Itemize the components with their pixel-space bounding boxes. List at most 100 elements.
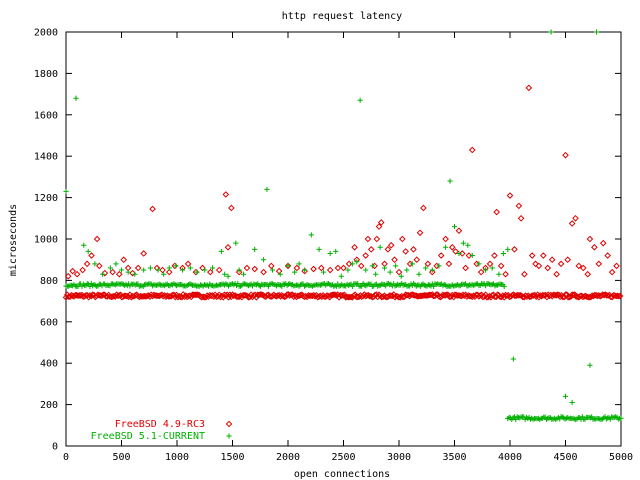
data-point xyxy=(442,235,449,243)
data-point xyxy=(496,293,504,301)
data-point xyxy=(491,252,498,259)
data-point xyxy=(535,293,543,301)
data-point xyxy=(544,264,552,272)
data-point xyxy=(275,267,283,275)
data-point xyxy=(467,292,475,300)
data-point xyxy=(515,202,523,210)
data-point xyxy=(501,283,507,289)
data-point xyxy=(399,235,406,243)
data-point xyxy=(100,271,106,277)
data-point xyxy=(603,292,611,299)
data-point xyxy=(517,214,525,222)
data-point xyxy=(357,97,363,103)
data-point xyxy=(115,291,123,299)
data-point xyxy=(424,260,432,268)
data-point xyxy=(215,266,223,274)
data-point xyxy=(451,223,458,230)
data-point xyxy=(599,239,607,247)
data-point xyxy=(562,393,569,399)
data-point xyxy=(513,416,519,423)
data-point xyxy=(251,265,259,273)
series-freebsd-5-1-current xyxy=(63,29,624,423)
data-point xyxy=(63,188,69,194)
data-point xyxy=(345,293,352,301)
data-point xyxy=(191,291,199,299)
data-point xyxy=(525,84,533,92)
x-tick-label: 1000 xyxy=(165,452,189,463)
data-point xyxy=(465,242,471,248)
data-point xyxy=(381,265,388,271)
data-point xyxy=(373,235,381,243)
data-point xyxy=(429,267,435,273)
data-point xyxy=(225,420,233,428)
data-point xyxy=(364,235,372,243)
data-point xyxy=(277,293,284,300)
data-point xyxy=(532,260,539,268)
data-point xyxy=(264,186,270,192)
data-point xyxy=(500,294,508,301)
data-point xyxy=(149,205,156,213)
data-point xyxy=(448,243,456,251)
data-point xyxy=(553,270,560,278)
data-point xyxy=(455,227,463,235)
data-point xyxy=(107,265,113,271)
data-point xyxy=(398,273,404,279)
data-point xyxy=(268,262,275,270)
data-point xyxy=(114,292,122,300)
data-point xyxy=(377,219,385,226)
data-point xyxy=(109,268,116,276)
data-point xyxy=(436,263,442,269)
data-point xyxy=(575,262,583,270)
data-point xyxy=(113,261,119,267)
data-point xyxy=(539,252,547,259)
data-point xyxy=(354,259,360,265)
plot-frame xyxy=(65,31,622,447)
data-point xyxy=(260,257,267,263)
data-point xyxy=(416,229,424,237)
data-point xyxy=(260,268,267,276)
y-tick-label: 800 xyxy=(40,276,58,287)
data-point xyxy=(117,291,124,299)
data-point xyxy=(76,292,83,299)
data-point xyxy=(287,291,295,299)
data-point xyxy=(468,293,476,301)
data-point xyxy=(165,268,173,276)
data-point xyxy=(497,262,505,270)
data-point xyxy=(579,264,587,272)
data-point xyxy=(445,260,453,268)
data-point xyxy=(202,294,210,301)
y-tick-label: 200 xyxy=(40,400,58,411)
y-tick-label: 1400 xyxy=(34,152,58,163)
data-point xyxy=(206,268,214,276)
data-point xyxy=(338,292,346,299)
data-point xyxy=(618,415,624,421)
data-point xyxy=(322,293,330,300)
y-tick-label: 1600 xyxy=(34,110,58,121)
x-tick-label: 500 xyxy=(112,452,130,463)
data-point xyxy=(199,264,206,272)
data-point xyxy=(395,268,403,276)
data-point xyxy=(486,260,494,268)
data-point xyxy=(349,261,355,267)
data-point xyxy=(584,270,592,278)
axis-ticks: 0 500 1000 1500 2000 2500 3000 3500 4000 4500 5000… xyxy=(34,28,633,464)
data-point xyxy=(431,292,439,300)
data-point xyxy=(307,292,315,300)
data-point xyxy=(510,356,516,362)
data-point xyxy=(446,293,453,301)
data-point xyxy=(81,242,87,248)
data-point xyxy=(604,252,611,259)
data-point xyxy=(222,271,228,277)
data-point xyxy=(496,271,502,277)
data-point xyxy=(505,246,511,252)
data-point xyxy=(95,262,103,270)
data-point xyxy=(373,271,379,277)
data-point xyxy=(235,268,243,276)
data-point xyxy=(570,291,577,299)
data-point xyxy=(73,95,79,101)
data-point xyxy=(226,291,234,299)
data-point xyxy=(347,293,355,301)
data-point xyxy=(345,267,351,273)
data-point xyxy=(192,268,200,276)
data-point xyxy=(218,248,224,255)
